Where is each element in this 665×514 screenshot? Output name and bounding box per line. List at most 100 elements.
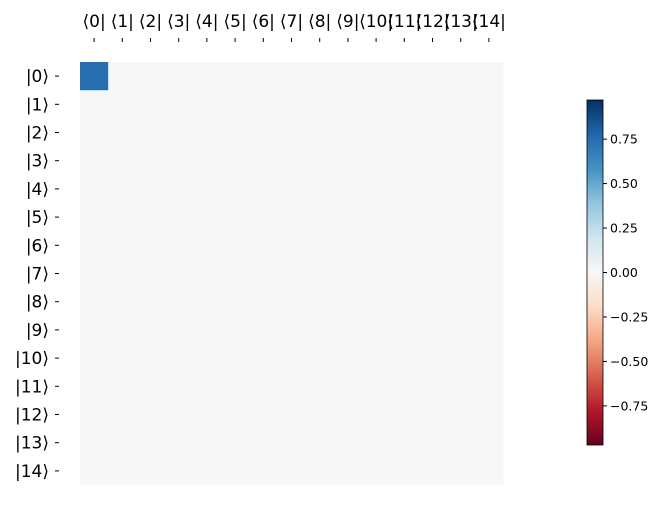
y-axis-ticks: |0⟩ |1⟩ |2⟩ |3⟩ |4⟩ |5⟩ |6⟩ |7⟩ |8⟩ |9⟩ |10⟩ |11⟩ |1…	[15, 67, 59, 482]
heatmap-cell-r1-c1	[108, 90, 137, 119]
heatmap-cell-r1-c12	[418, 90, 447, 119]
heatmap-cell-r1-c9	[333, 90, 363, 119]
heatmap-cell-r1-c3	[164, 90, 194, 119]
heatmap-cell-r6-c8	[305, 231, 335, 260]
heatmap-cell-r13-c1	[108, 428, 137, 458]
heatmap-cell-r9-c7	[277, 315, 306, 345]
heatmap-cell-r11-c7	[277, 372, 306, 401]
heatmap-cell-r13-c7	[277, 428, 306, 458]
heatmap-cell-r11-c3	[164, 372, 194, 401]
heatmap-cell-r0-c7	[277, 62, 306, 91]
heatmap-cell-r11-c5	[221, 372, 250, 401]
y-tick-label-7: |7⟩	[26, 265, 49, 285]
heatmap-cell-r8-c1	[108, 287, 137, 317]
y-tick-label-2: |2⟩	[26, 124, 49, 144]
heatmap-cell-r8-c7	[277, 287, 306, 317]
heatmap-cell-r12-c11	[390, 400, 419, 429]
heatmap-cell-r13-c8	[305, 428, 335, 458]
heatmap-cell-r2-c13	[446, 118, 476, 147]
heatmap-cell-r0-c13	[446, 62, 476, 91]
heatmap-cell-r8-c12	[418, 287, 447, 317]
heatmap-cell-r13-c6	[249, 428, 278, 458]
heatmap-cell-r4-c4	[192, 174, 222, 204]
heatmap-cell-r8-c4	[192, 287, 222, 317]
heatmap-cell-r7-c13	[446, 259, 476, 288]
heatmap-cell-r12-c7	[277, 400, 306, 429]
heatmap-cell-r11-c9	[333, 372, 363, 401]
heatmap-cell-r12-c10	[362, 400, 391, 429]
heatmap-cell-r8-c9	[333, 287, 363, 317]
y-tick-label-13: |13⟩	[15, 434, 49, 454]
heatmap-cell-r12-c2	[136, 400, 165, 429]
x-tick-label-14: ⟨14|	[472, 12, 506, 32]
y-tick-label-5: |5⟩	[26, 208, 49, 228]
heatmap-cell-r0-c3	[164, 62, 194, 91]
heatmap-cell-r0-c2	[136, 62, 165, 91]
heatmap-cell-r9-c8	[305, 315, 335, 345]
heatmap-cell-r1-c6	[249, 90, 278, 119]
heatmap-cell-r6-c5	[221, 231, 250, 260]
heatmap-cell-r5-c7	[277, 203, 306, 232]
x-tick-label-4: ⟨4|	[195, 12, 218, 32]
heatmap-cell-r6-c2	[136, 231, 165, 260]
heatmap-cell-r9-c13	[446, 315, 476, 345]
heatmap-cell-r10-c11	[390, 344, 419, 373]
heatmap-cell-r10-c13	[446, 344, 476, 373]
heatmap-cell-r3-c1	[108, 146, 137, 176]
heatmap-cell-r0-c9	[333, 62, 363, 91]
heatmap-cell-r14-c0	[80, 456, 109, 486]
heatmap-cell-r0-c1	[108, 62, 137, 91]
heatmap-cell-r13-c0	[80, 428, 109, 458]
heatmap-cell-r11-c2	[136, 372, 165, 401]
y-tick-label-1: |1⟩	[26, 95, 49, 115]
heatmap-cell-r2-c14	[474, 118, 504, 147]
heatmap-cell-r12-c12	[418, 400, 447, 429]
x-tick-label-1: ⟨1|	[111, 12, 134, 32]
heatmap-cell-r3-c9	[333, 146, 363, 176]
heatmap-cell-r5-c13	[446, 203, 476, 232]
heatmap-cell-r4-c12	[418, 174, 447, 204]
heatmap-cell-r4-c5	[221, 174, 250, 204]
heatmap-cell-r10-c5	[221, 344, 250, 373]
heatmap-cell-r14-c8	[305, 456, 335, 486]
heatmap-cell-r10-c4	[192, 344, 222, 373]
heatmap-cell-r7-c10	[362, 259, 391, 288]
heatmap-cell-r3-c5	[221, 146, 250, 176]
heatmap-cell-r5-c4	[192, 203, 222, 232]
heatmap-cell-r9-c14	[474, 315, 504, 345]
heatmap-cell-r13-c2	[136, 428, 165, 458]
y-tick-label-11: |11⟩	[15, 377, 49, 397]
heatmap-cell-r9-c12	[418, 315, 447, 345]
heatmap-cell-r6-c0	[80, 231, 109, 260]
heatmap-cell-r14-c11	[390, 456, 419, 486]
heatmap-cell-r10-c7	[277, 344, 306, 373]
heatmap-cell-r4-c6	[249, 174, 278, 204]
heatmap-cell-r0-c8	[305, 62, 335, 91]
heatmap-cell-r7-c9	[333, 259, 363, 288]
heatmap-cell-r14-c10	[362, 456, 391, 486]
heatmap-cell-r13-c4	[192, 428, 222, 458]
heatmap-cell-r14-c9	[333, 456, 363, 486]
heatmap-cell-r4-c0	[80, 174, 109, 204]
heatmap-cell-r7-c8	[305, 259, 335, 288]
heatmap-cell-r6-c12	[418, 231, 447, 260]
heatmap-cell-r2-c1	[108, 118, 137, 147]
heatmap-cell-r14-c3	[164, 456, 194, 486]
heatmap-cell-r2-c7	[277, 118, 306, 147]
heatmap-cell-r9-c11	[390, 315, 419, 345]
x-tick-label-0: ⟨0|	[83, 12, 106, 32]
heatmap-cell-r0-c6	[249, 62, 278, 91]
heatmap-cell-r1-c14	[474, 90, 504, 119]
heatmap-cell-r5-c12	[418, 203, 447, 232]
heatmap-cell-r2-c2	[136, 118, 165, 147]
heatmap-cell-r12-c0	[80, 400, 109, 429]
y-tick-label-12: |12⟩	[15, 406, 49, 426]
x-tick-label-7: ⟨7|	[280, 12, 303, 32]
heatmap-cell-r11-c14	[474, 372, 504, 401]
colorbar-ticks: 0.75 0.50 0.25 0.00 −0.25 −0.50 −0.75	[603, 132, 648, 413]
heatmap-cell-r6-c10	[362, 231, 391, 260]
heatmap-cell-r12-c4	[192, 400, 222, 429]
x-tick-label-8: ⟨8|	[308, 12, 331, 32]
heatmap-cell-r7-c6	[249, 259, 278, 288]
heatmap-cell-r14-c4	[192, 456, 222, 486]
